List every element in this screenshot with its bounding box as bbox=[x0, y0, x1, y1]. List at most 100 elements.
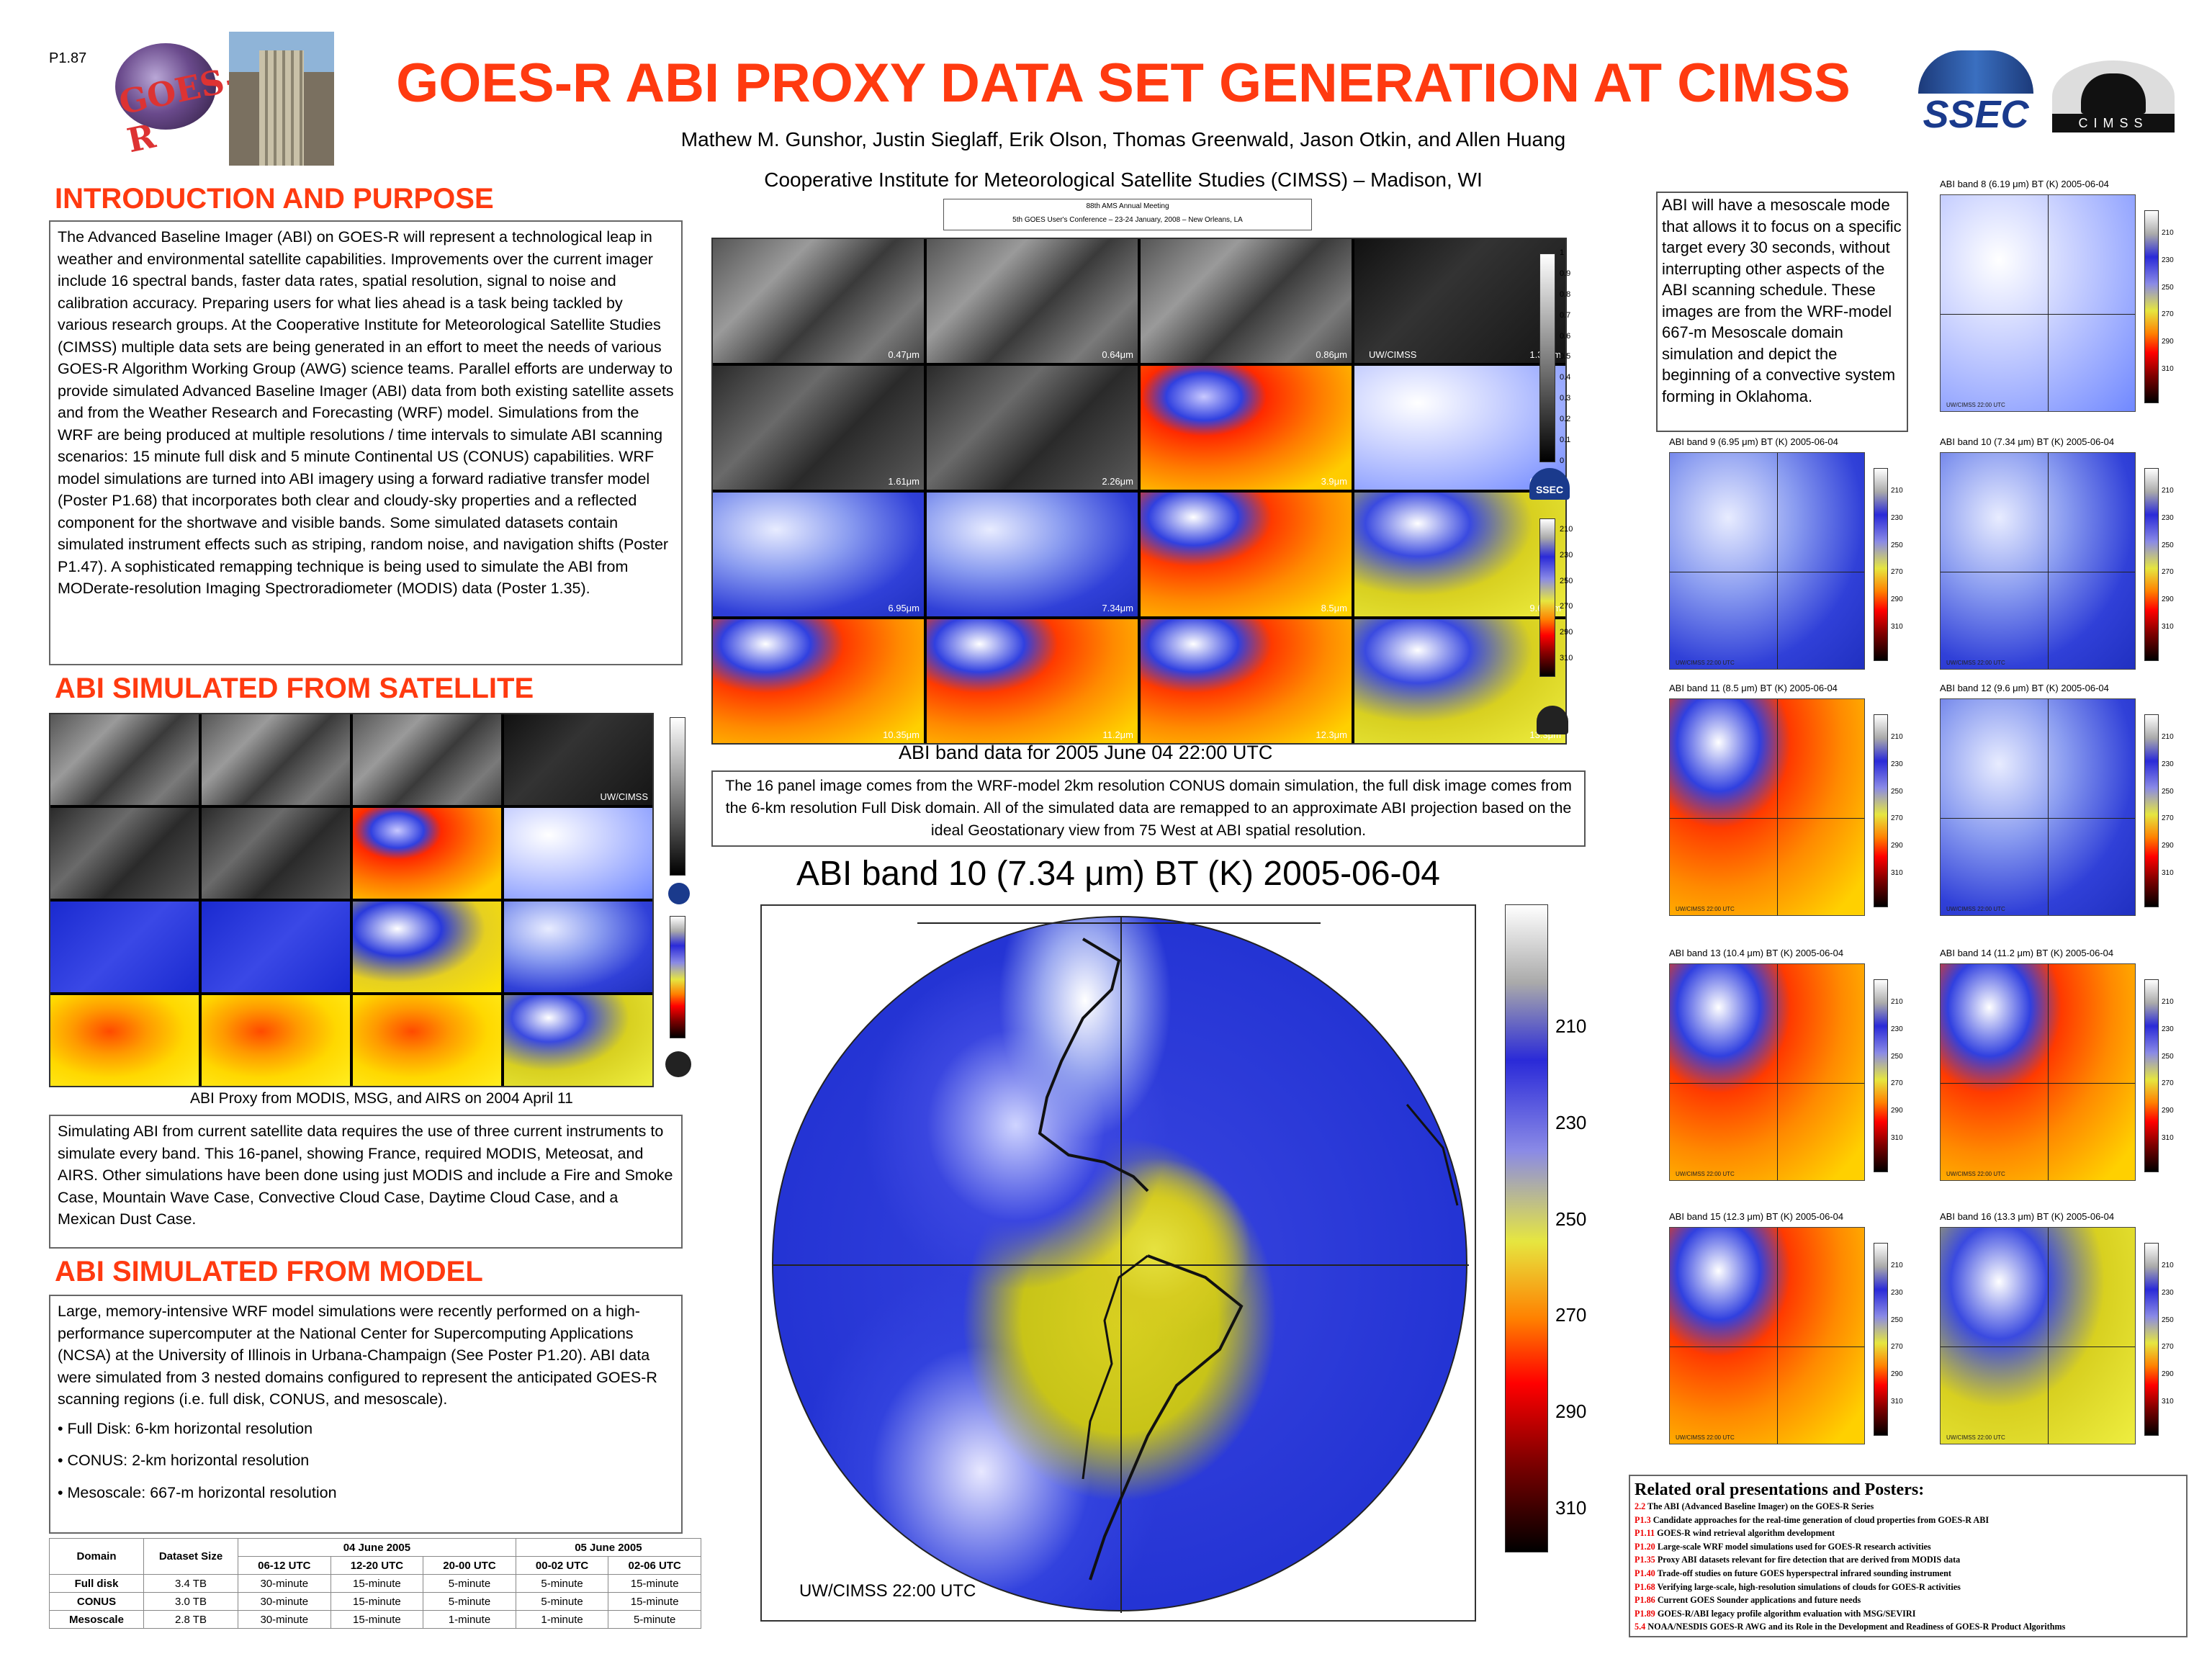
conus-tile: 13.3μm bbox=[1354, 619, 1565, 743]
meso-panel-footer: UW/CIMSS 22:00 UTC bbox=[1676, 660, 1735, 666]
north-america-coast bbox=[1038, 938, 1149, 1192]
conus-tile: 1.61μm bbox=[713, 366, 924, 490]
th-date1: 04 June 2005 bbox=[238, 1538, 516, 1557]
ssec-logo: SSEC bbox=[1911, 50, 2041, 136]
fulldisk-coastlines bbox=[773, 917, 1469, 1613]
meso-panel-ticks: 210 230 250 270 290 310 bbox=[2162, 229, 2174, 373]
satellite-tile bbox=[353, 808, 501, 899]
table-cell: 5-minute bbox=[608, 1610, 701, 1629]
meso-panel-map: UW/CIMSS 22:00 UTC bbox=[1940, 698, 2136, 916]
conus-gray-ticks: 1 0.9 0.8 0.7 0.6 0.5 0.4 0.3 0.2 0.1 0 bbox=[1560, 249, 1570, 465]
meso-panel-ticks: 210 230 250 270 290 310 bbox=[1891, 998, 1903, 1142]
fulldisk-tick-label: 270 bbox=[1555, 1304, 1587, 1326]
meso-state-border bbox=[2047, 964, 2049, 1180]
gray-tick-label: 1 bbox=[1560, 248, 1565, 257]
satellite-temp-colorbar bbox=[670, 916, 685, 1038]
meso-tick-label: 230 bbox=[2162, 1288, 2174, 1297]
meso-panel-ticks: 210 230 250 270 290 310 bbox=[1891, 487, 1903, 631]
meso-state-border bbox=[1776, 699, 1778, 915]
meso-panel-title: ABI band 16 (13.3 μm) BT (K) 2005-06-04 bbox=[1940, 1211, 2115, 1222]
th-time: 00-02 UTC bbox=[515, 1556, 609, 1575]
meso-tick-label: 310 bbox=[2162, 1397, 2174, 1406]
conus-tile: 2.26μm bbox=[927, 366, 1138, 490]
model-textbox: Large, memory-intensive WRF model simula… bbox=[49, 1295, 683, 1534]
fulldisk-title: ABI band 10 (7.34 μm) BT (K) 2005-06-04 bbox=[796, 855, 1440, 893]
meso-panel: ABI band 10 (7.34 μm) BT (K) 2005-06-04 U… bbox=[1940, 436, 2185, 681]
meso-panel: ABI band 11 (8.5 μm) BT (K) 2005-06-04 UW… bbox=[1669, 683, 1914, 927]
th-date2: 05 June 2005 bbox=[515, 1538, 702, 1557]
fulldisk-tick-label: 250 bbox=[1555, 1208, 1587, 1230]
meso-tick-label: 250 bbox=[1891, 787, 1903, 796]
meso-tick-label: 310 bbox=[2162, 622, 2174, 631]
meso-tick-label: 270 bbox=[2162, 1343, 2174, 1352]
meso-panel-ticks: 210 230 250 270 290 310 bbox=[2162, 1262, 2174, 1406]
meso-tick-label: 250 bbox=[1891, 1316, 1903, 1324]
fulldisk-colorbar bbox=[1505, 904, 1548, 1552]
poster-id: P1.87 bbox=[49, 50, 87, 66]
fulldisk-ticks: 210 230 250 270 290 310 bbox=[1555, 1015, 1586, 1519]
satellite-tile bbox=[50, 714, 199, 805]
meso-panel-title: ABI band 12 (9.6 μm) BT (K) 2005-06-04 bbox=[1940, 683, 2109, 693]
cimss-logo-text: CIMSS bbox=[2052, 114, 2175, 132]
related-item-text: Candidate approaches for the real-time g… bbox=[1650, 1514, 1990, 1525]
conus-tile-label: 3.9μm bbox=[1321, 476, 1347, 487]
meso-panel-footer: UW/CIMSS 22:00 UTC bbox=[1676, 1434, 1735, 1441]
conus-tile: 10.35μm bbox=[713, 619, 924, 743]
conus-gray-colorbar bbox=[1539, 253, 1555, 462]
conus-tile-label: 12.3μm bbox=[1316, 729, 1347, 740]
meso-tick-label: 270 bbox=[2162, 568, 2174, 577]
satellite-tile bbox=[202, 902, 350, 992]
meso-state-border bbox=[1941, 1346, 2135, 1347]
related-item-code: 5.4 bbox=[1635, 1622, 1646, 1632]
gray-tick-label: 0.4 bbox=[1560, 373, 1571, 382]
related-item: P1.20 Large-scale WRF model simulations … bbox=[1635, 1540, 2182, 1554]
meso-tick-label: 230 bbox=[2162, 760, 2174, 768]
fulldisk-frame: UW/CIMSS 22:00 UTC bbox=[760, 904, 1476, 1622]
gray-tick-label: 0 bbox=[1560, 456, 1565, 465]
table-cell: 5-minute bbox=[515, 1592, 609, 1611]
affiliation: Cooperative Institute for Meteorological… bbox=[764, 168, 1483, 191]
meso-tick-label: 270 bbox=[1891, 1343, 1903, 1352]
meso-panel-title: ABI band 11 (8.5 μm) BT (K) 2005-06-04 bbox=[1669, 683, 1838, 693]
satellite-tile bbox=[202, 714, 350, 805]
meso-tick-label: 270 bbox=[2162, 310, 2174, 319]
meso-tick-label: 290 bbox=[1891, 842, 1903, 850]
conus-tile-label: 0.86μm bbox=[1316, 349, 1347, 360]
meso-panel-map: UW/CIMSS 22:00 UTC bbox=[1669, 963, 1865, 1181]
temp-tick-label: 230 bbox=[1560, 550, 1573, 559]
table-cell: 30-minute bbox=[238, 1610, 331, 1629]
conference-box: 88th AMS Annual Meeting 5th GOES User's … bbox=[943, 199, 1312, 230]
meso-panel-colorbar bbox=[2144, 210, 2159, 403]
meso-state-border bbox=[2047, 453, 2049, 669]
meso-state-border bbox=[1670, 1083, 1864, 1084]
meso-tick-label: 290 bbox=[1891, 1107, 1903, 1115]
conus-tile-label: 7.34μm bbox=[1102, 603, 1133, 613]
meso-panel-ticks: 210 230 250 270 290 310 bbox=[2162, 733, 2174, 877]
meso-tick-label: 230 bbox=[2162, 513, 2174, 522]
meso-panel-footer: UW/CIMSS 22:00 UTC bbox=[1946, 906, 2005, 912]
meso-tick-label: 290 bbox=[2162, 1370, 2174, 1379]
conus-tile-label: 1.61μm bbox=[888, 476, 920, 487]
satellite-gray-colorbar bbox=[670, 717, 685, 876]
meso-panel-footer: UW/CIMSS 22:00 UTC bbox=[1946, 402, 2005, 408]
related-heading: Related oral presentations and Posters: bbox=[1635, 1480, 1925, 1499]
meso-tick-label: 230 bbox=[2162, 256, 2174, 264]
th-domain: Domain bbox=[49, 1538, 144, 1575]
related-item-text: Proxy ABI datasets relevant for fire det… bbox=[1655, 1555, 1961, 1565]
gray-tick-label: 0.5 bbox=[1560, 352, 1571, 361]
meso-tick-label: 310 bbox=[1891, 622, 1903, 631]
meso-tick-label: 210 bbox=[2162, 1262, 2174, 1269]
temp-tick-label: 310 bbox=[1560, 653, 1573, 662]
meso-panel: ABI band 12 (9.6 μm) BT (K) 2005-06-04 UW… bbox=[1940, 683, 2185, 927]
satellite-tile bbox=[504, 995, 652, 1086]
south-america-west-coast bbox=[1082, 1254, 1148, 1480]
related-item-code: P1.86 bbox=[1635, 1595, 1655, 1606]
gray-tick-label: 0.9 bbox=[1560, 269, 1571, 278]
satellite-tile bbox=[202, 808, 350, 899]
cimss-logo: CIMSS bbox=[2052, 60, 2175, 132]
satellite-tile bbox=[50, 902, 199, 992]
meso-tick-label: 230 bbox=[1891, 513, 1903, 522]
meso-tick-label: 250 bbox=[1891, 541, 1903, 549]
meso-tick-label: 310 bbox=[2162, 364, 2174, 373]
meso-tick-label: 310 bbox=[1891, 868, 1903, 877]
